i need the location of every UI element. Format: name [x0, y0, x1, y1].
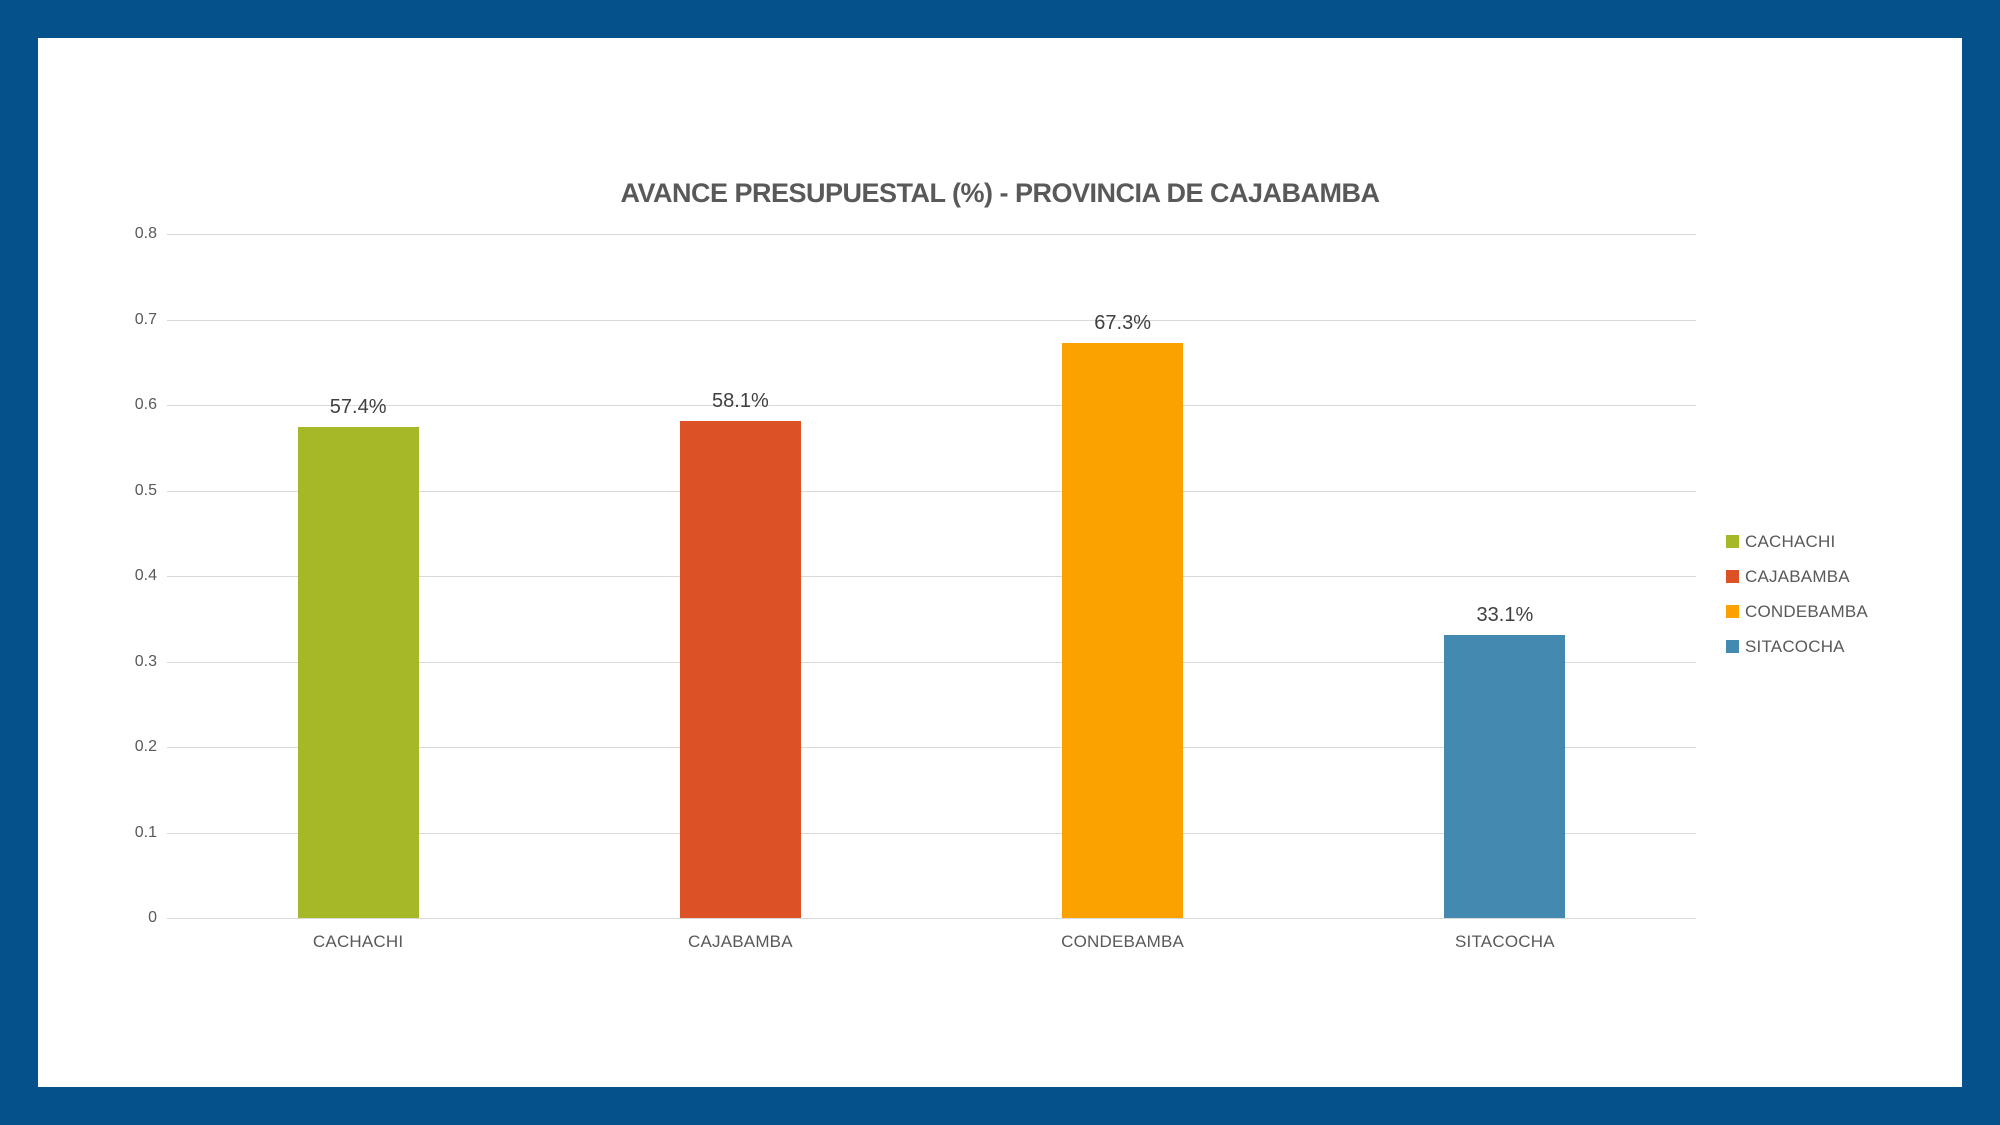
legend-item-cachachi: CACHACHI — [1726, 524, 1868, 559]
legend: CACHACHI CAJABAMBA CONDEBAMBA SITACOCHA — [1726, 524, 1868, 664]
legend-item-cajabamba: CAJABAMBA — [1726, 559, 1868, 594]
y-tick-label: 0 — [148, 909, 157, 926]
legend-swatch-icon — [1726, 605, 1739, 618]
gridline — [167, 661, 1696, 663]
chart-title: AVANCE PRESUPUESTAL (%) - PROVINCIA DE C… — [620, 178, 1380, 208]
gridline — [167, 747, 1696, 748]
bar-value-label: 33.1% — [1476, 604, 1534, 626]
bar-sitacocha — [1444, 635, 1566, 918]
y-tick-label: 0.1 — [134, 823, 157, 841]
legend-label: CONDEBAMBA — [1745, 601, 1868, 621]
y-tick-label: 0.3 — [134, 652, 157, 670]
y-tick-label: 0.2 — [134, 738, 157, 755]
gridline — [167, 576, 1696, 577]
gridline — [167, 319, 1696, 321]
bar-cajabamba — [679, 421, 801, 918]
bar-cachachi — [297, 427, 419, 918]
chart-canvas: AVANCE PRESUPUESTAL (%) - PROVINCIA DE C… — [38, 38, 1962, 1087]
legend-swatch-icon — [1726, 535, 1739, 548]
y-tick-label: 0.7 — [134, 310, 157, 328]
legend-label: SITACOCHA — [1745, 636, 1845, 656]
x-tick-label-cajabamba: CAJABAMBA — [687, 932, 793, 951]
y-tick-label: 0.4 — [134, 567, 157, 584]
x-tick-label-cachachi: CACHACHI — [312, 932, 404, 951]
bar-value-label: 57.4% — [329, 396, 387, 419]
x-tick-label-condebamba: CONDEBAMBA — [1061, 932, 1185, 951]
y-tick-label: 0.8 — [134, 225, 157, 242]
x-tick-label-sitacocha: SITACOCHA — [1455, 932, 1555, 951]
gridline — [167, 490, 1696, 492]
gridline — [167, 918, 1696, 919]
legend-item-condebamba: CONDEBAMBA — [1726, 594, 1868, 629]
legend-swatch-icon — [1726, 640, 1739, 653]
gridline — [167, 234, 1696, 235]
bar-value-label: 58.1% — [712, 390, 769, 413]
y-tick-label: 0.5 — [134, 481, 157, 499]
plot-area: 57.4% 58.1% 67.3% 33.1% — [167, 234, 1696, 919]
gridline — [167, 405, 1696, 406]
legend-swatch-icon — [1726, 570, 1739, 583]
legend-label: CACHACHI — [1745, 531, 1836, 551]
y-tick-label: 0.6 — [134, 396, 157, 413]
bar-condebamba — [1062, 342, 1184, 918]
gridline — [167, 832, 1696, 834]
legend-item-sitacocha: SITACOCHA — [1726, 629, 1868, 664]
bar-value-label: 67.3% — [1094, 311, 1151, 334]
legend-label: CAJABAMBA — [1745, 566, 1850, 586]
